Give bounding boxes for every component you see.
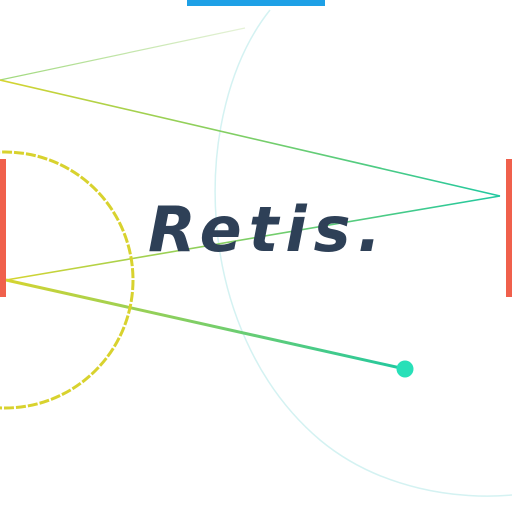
laser-segment-3	[5, 278, 406, 371]
laser-segment-faint	[0, 27, 246, 81]
left-paddle	[0, 159, 6, 297]
top-paddle	[187, 0, 325, 6]
ring-icon	[0, 150, 135, 410]
ball-icon	[396, 360, 414, 378]
game-title: Retis.	[148, 193, 389, 266]
background-arc	[214, 9, 512, 497]
laser-segment-1	[0, 79, 501, 197]
laser-segment-2	[5, 195, 501, 281]
right-paddle	[506, 159, 512, 297]
